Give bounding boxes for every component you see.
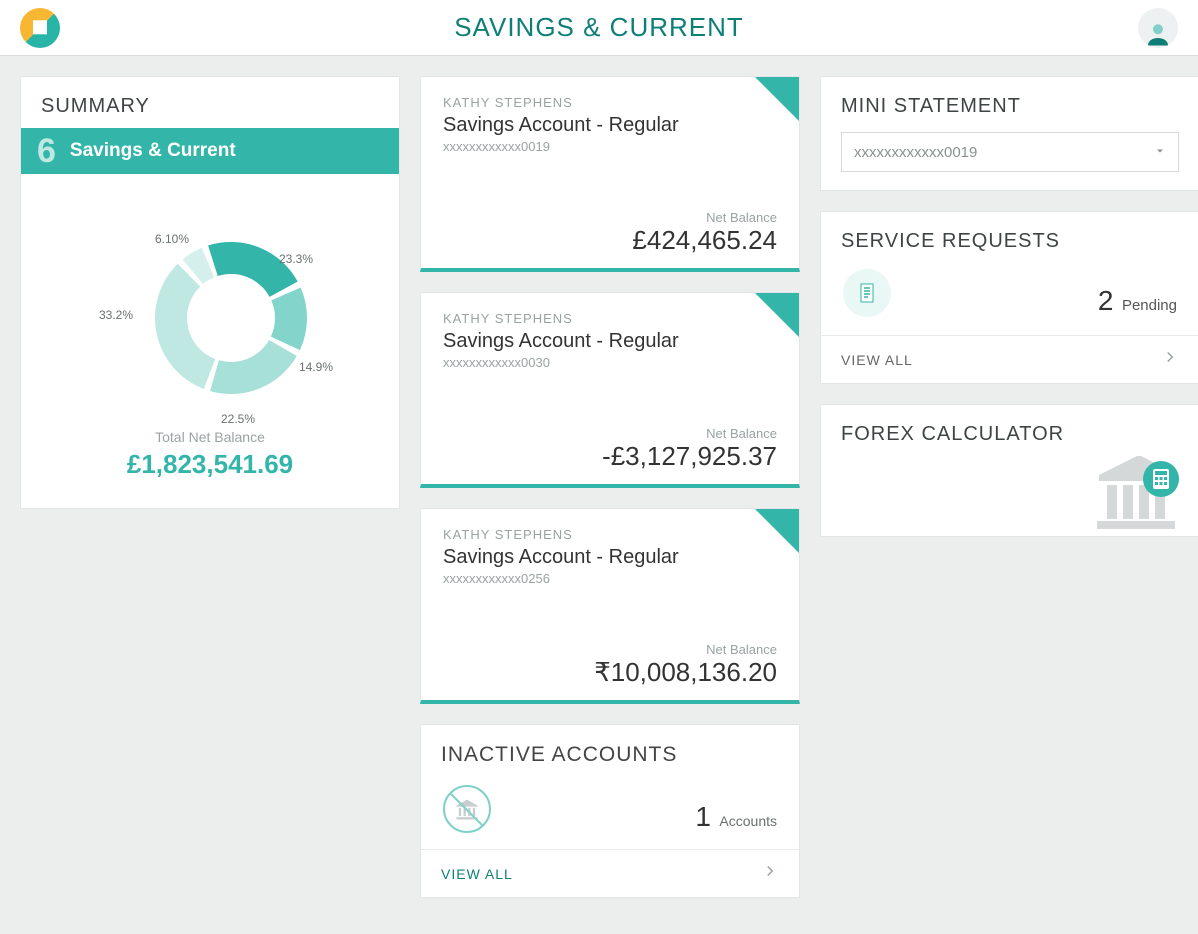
donut-slice-label: 33.2%	[99, 308, 133, 322]
donut-slice[interactable]	[208, 242, 298, 297]
summary-count: 6	[37, 134, 56, 168]
arrow-right-icon	[761, 862, 779, 885]
account-card[interactable]: KATHY STEPHENS Savings Account - Regular x…	[420, 508, 800, 704]
chevron-down-icon	[1154, 144, 1166, 161]
forex-title: FOREX CALCULATOR	[821, 405, 1198, 456]
donut-chart: 23.3% 14.9% 22.5% 33.2% 6.10% Total Net Bala…	[21, 174, 399, 508]
avatar[interactable]	[1138, 8, 1178, 48]
sr-title: SERVICE REQUESTS	[821, 212, 1198, 263]
mini-statement-selected: xxxxxxxxxxxx0019	[854, 144, 977, 161]
mini-statement-card: MINI STATEMENT xxxxxxxxxxxx0019	[820, 76, 1198, 191]
inactive-count: 1	[695, 801, 711, 832]
user-icon	[1143, 18, 1173, 48]
app-logo[interactable]	[20, 8, 60, 48]
account-number: xxxxxxxxxxxx0019	[443, 139, 777, 154]
net-balance-value: -£3,127,925.37	[443, 441, 777, 472]
net-balance-value: ₹10,008,136.20	[443, 657, 777, 688]
donut-slice-label: 14.9%	[299, 360, 333, 374]
donut-slice-label: 23.3%	[279, 252, 313, 266]
account-owner: KATHY STEPHENS	[443, 311, 777, 326]
donut-slice[interactable]	[210, 340, 297, 394]
account-number: xxxxxxxxxxxx0256	[443, 571, 777, 586]
sr-count-wrap: 2 Pending	[1098, 285, 1177, 317]
inactive-count-wrap: 1 Accounts	[695, 801, 777, 833]
summary-title: SUMMARY	[21, 77, 399, 128]
total-balance-label: Total Net Balance	[41, 429, 379, 445]
summary-band-label: Savings & Current	[70, 140, 236, 162]
inactive-viewall-link[interactable]: VIEW ALL	[441, 866, 513, 882]
card-corner-icon	[755, 77, 799, 121]
donut-slice-label: 22.5%	[221, 412, 255, 426]
net-balance-label: Net Balance	[443, 210, 777, 225]
document-icon	[843, 269, 891, 317]
account-card[interactable]: KATHY STEPHENS Savings Account - Regular x…	[420, 76, 800, 272]
donut-slice[interactable]	[271, 287, 307, 350]
account-number: xxxxxxxxxxxx0030	[443, 355, 777, 370]
forex-card[interactable]: FOREX CALCULATOR	[820, 404, 1198, 537]
bank-icon	[453, 795, 481, 823]
account-name: Savings Account - Regular	[443, 546, 777, 569]
card-corner-icon	[755, 509, 799, 553]
donut-slice[interactable]	[155, 264, 215, 389]
inactive-viewall-row[interactable]: VIEW ALL	[421, 849, 799, 897]
topbar: SAVINGS & CURRENT	[0, 0, 1198, 56]
donut-slice-label: 6.10%	[155, 232, 189, 246]
sr-viewall-row[interactable]: VIEW ALL	[821, 335, 1198, 383]
inactive-bank-icon	[443, 785, 491, 833]
inactive-accounts-card: INACTIVE ACCOUNTS 1 Accounts	[420, 724, 800, 898]
sr-count: 2	[1098, 285, 1114, 316]
service-requests-card: SERVICE REQUESTS 2 Pending V	[820, 211, 1198, 384]
sr-count-label: Pending	[1122, 297, 1177, 314]
account-name: Savings Account - Regular	[443, 330, 777, 353]
total-balance-value: £1,823,541.69	[41, 449, 379, 480]
account-owner: KATHY STEPHENS	[443, 527, 777, 542]
card-corner-icon	[755, 293, 799, 337]
page-title: SAVINGS & CURRENT	[0, 12, 1198, 43]
net-balance-label: Net Balance	[443, 642, 777, 657]
summary-card: SUMMARY 6 Savings & Current 23.3% 14.9% 22…	[20, 76, 400, 509]
mini-statement-select[interactable]: xxxxxxxxxxxx0019	[841, 132, 1179, 172]
sr-viewall-link[interactable]: VIEW ALL	[841, 352, 913, 368]
mini-statement-title: MINI STATEMENT	[821, 77, 1198, 128]
inactive-title: INACTIVE ACCOUNTS	[421, 725, 799, 777]
inactive-count-label: Accounts	[719, 813, 777, 829]
summary-band[interactable]: 6 Savings & Current	[21, 128, 399, 174]
arrow-right-icon	[1161, 348, 1179, 371]
forex-illustration-icon	[1069, 456, 1189, 536]
net-balance-label: Net Balance	[443, 426, 777, 441]
account-owner: KATHY STEPHENS	[443, 95, 777, 110]
net-balance-value: £424,465.24	[443, 225, 777, 256]
account-card[interactable]: KATHY STEPHENS Savings Account - Regular x…	[420, 292, 800, 488]
account-name: Savings Account - Regular	[443, 114, 777, 137]
